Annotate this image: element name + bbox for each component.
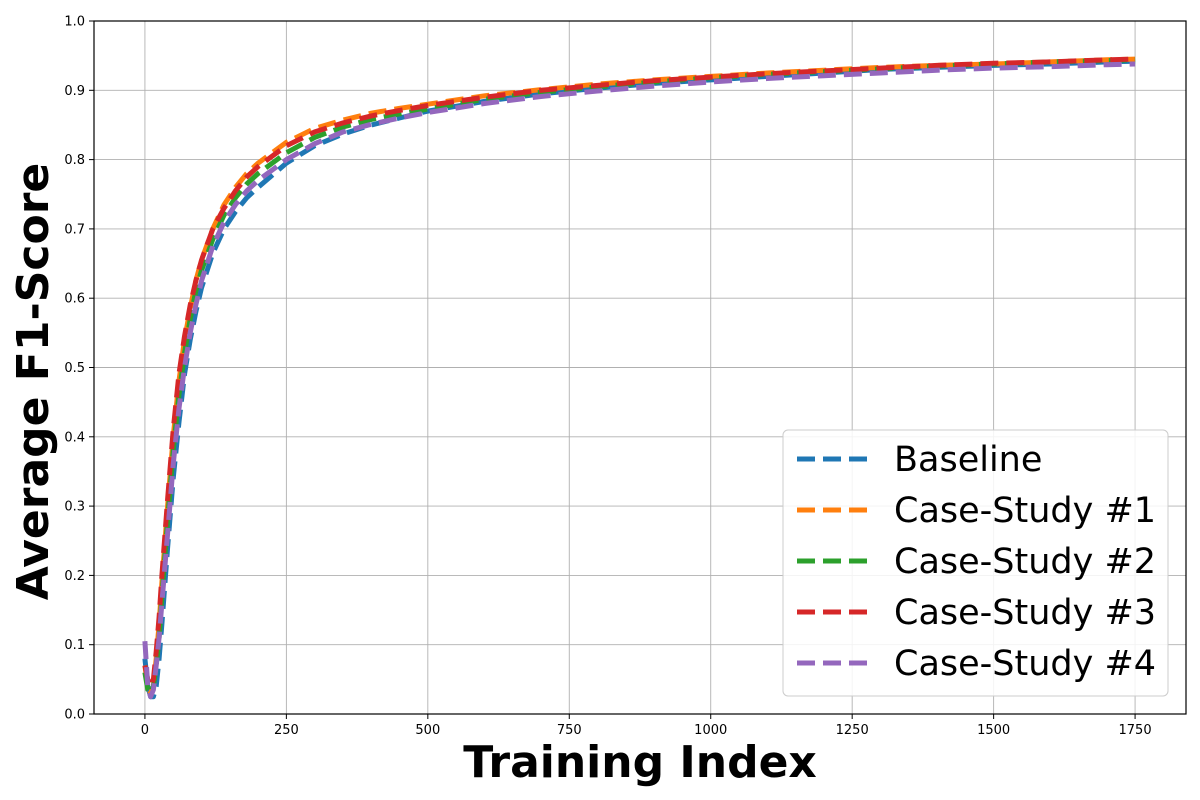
legend-label-3: Case-Study #2 [894,542,1156,582]
y-tick-label: 0.6 [64,292,85,307]
legend-label-4: Case-Study #3 [894,593,1156,633]
y-tick-label: 0.7 [64,222,85,237]
y-tick-label: 0.8 [64,153,85,168]
y-tick-label: 1.0 [64,15,85,30]
axis-ticks: 0 250 500 750 1000 1250 1500 1750 0.0 0.1 0.2 0.3 0.… [64,15,1151,739]
series-lines [142,56,1136,700]
x-axis-label: Training Index [463,737,817,788]
x-tick-label: 1500 [977,723,1010,738]
series-line-5 [142,61,1136,700]
legend-box [782,429,1169,697]
y-tick-label: 0.9 [64,84,85,99]
x-tick-label: 500 [415,723,440,738]
x-tick-label: 1750 [1119,723,1152,738]
legend-label-2: Case-Study #1 [894,491,1156,531]
y-tick-label: 0.0 [64,708,85,723]
legend-label-5: Case-Study #4 [894,644,1156,684]
legend-label-1: Baseline [894,440,1042,480]
y-tick-label: 0.2 [64,569,85,584]
x-tick-label: 1000 [694,723,727,738]
y-tick-label: 0.4 [64,430,85,445]
y-tick-label: 0.5 [64,361,85,376]
x-tick-label: 250 [274,723,299,738]
y-axis-label: Average F1-Score [8,163,59,601]
x-tick-label: 1250 [836,723,869,738]
y-tick-label: 0.1 [64,638,85,653]
legend: Baseline Case-Study #1 Case-Study #2 Case-S… [782,429,1169,697]
x-tick-label: 750 [557,723,582,738]
x-tick-label: 0 [141,723,149,738]
y-tick-label: 0.3 [64,500,85,515]
